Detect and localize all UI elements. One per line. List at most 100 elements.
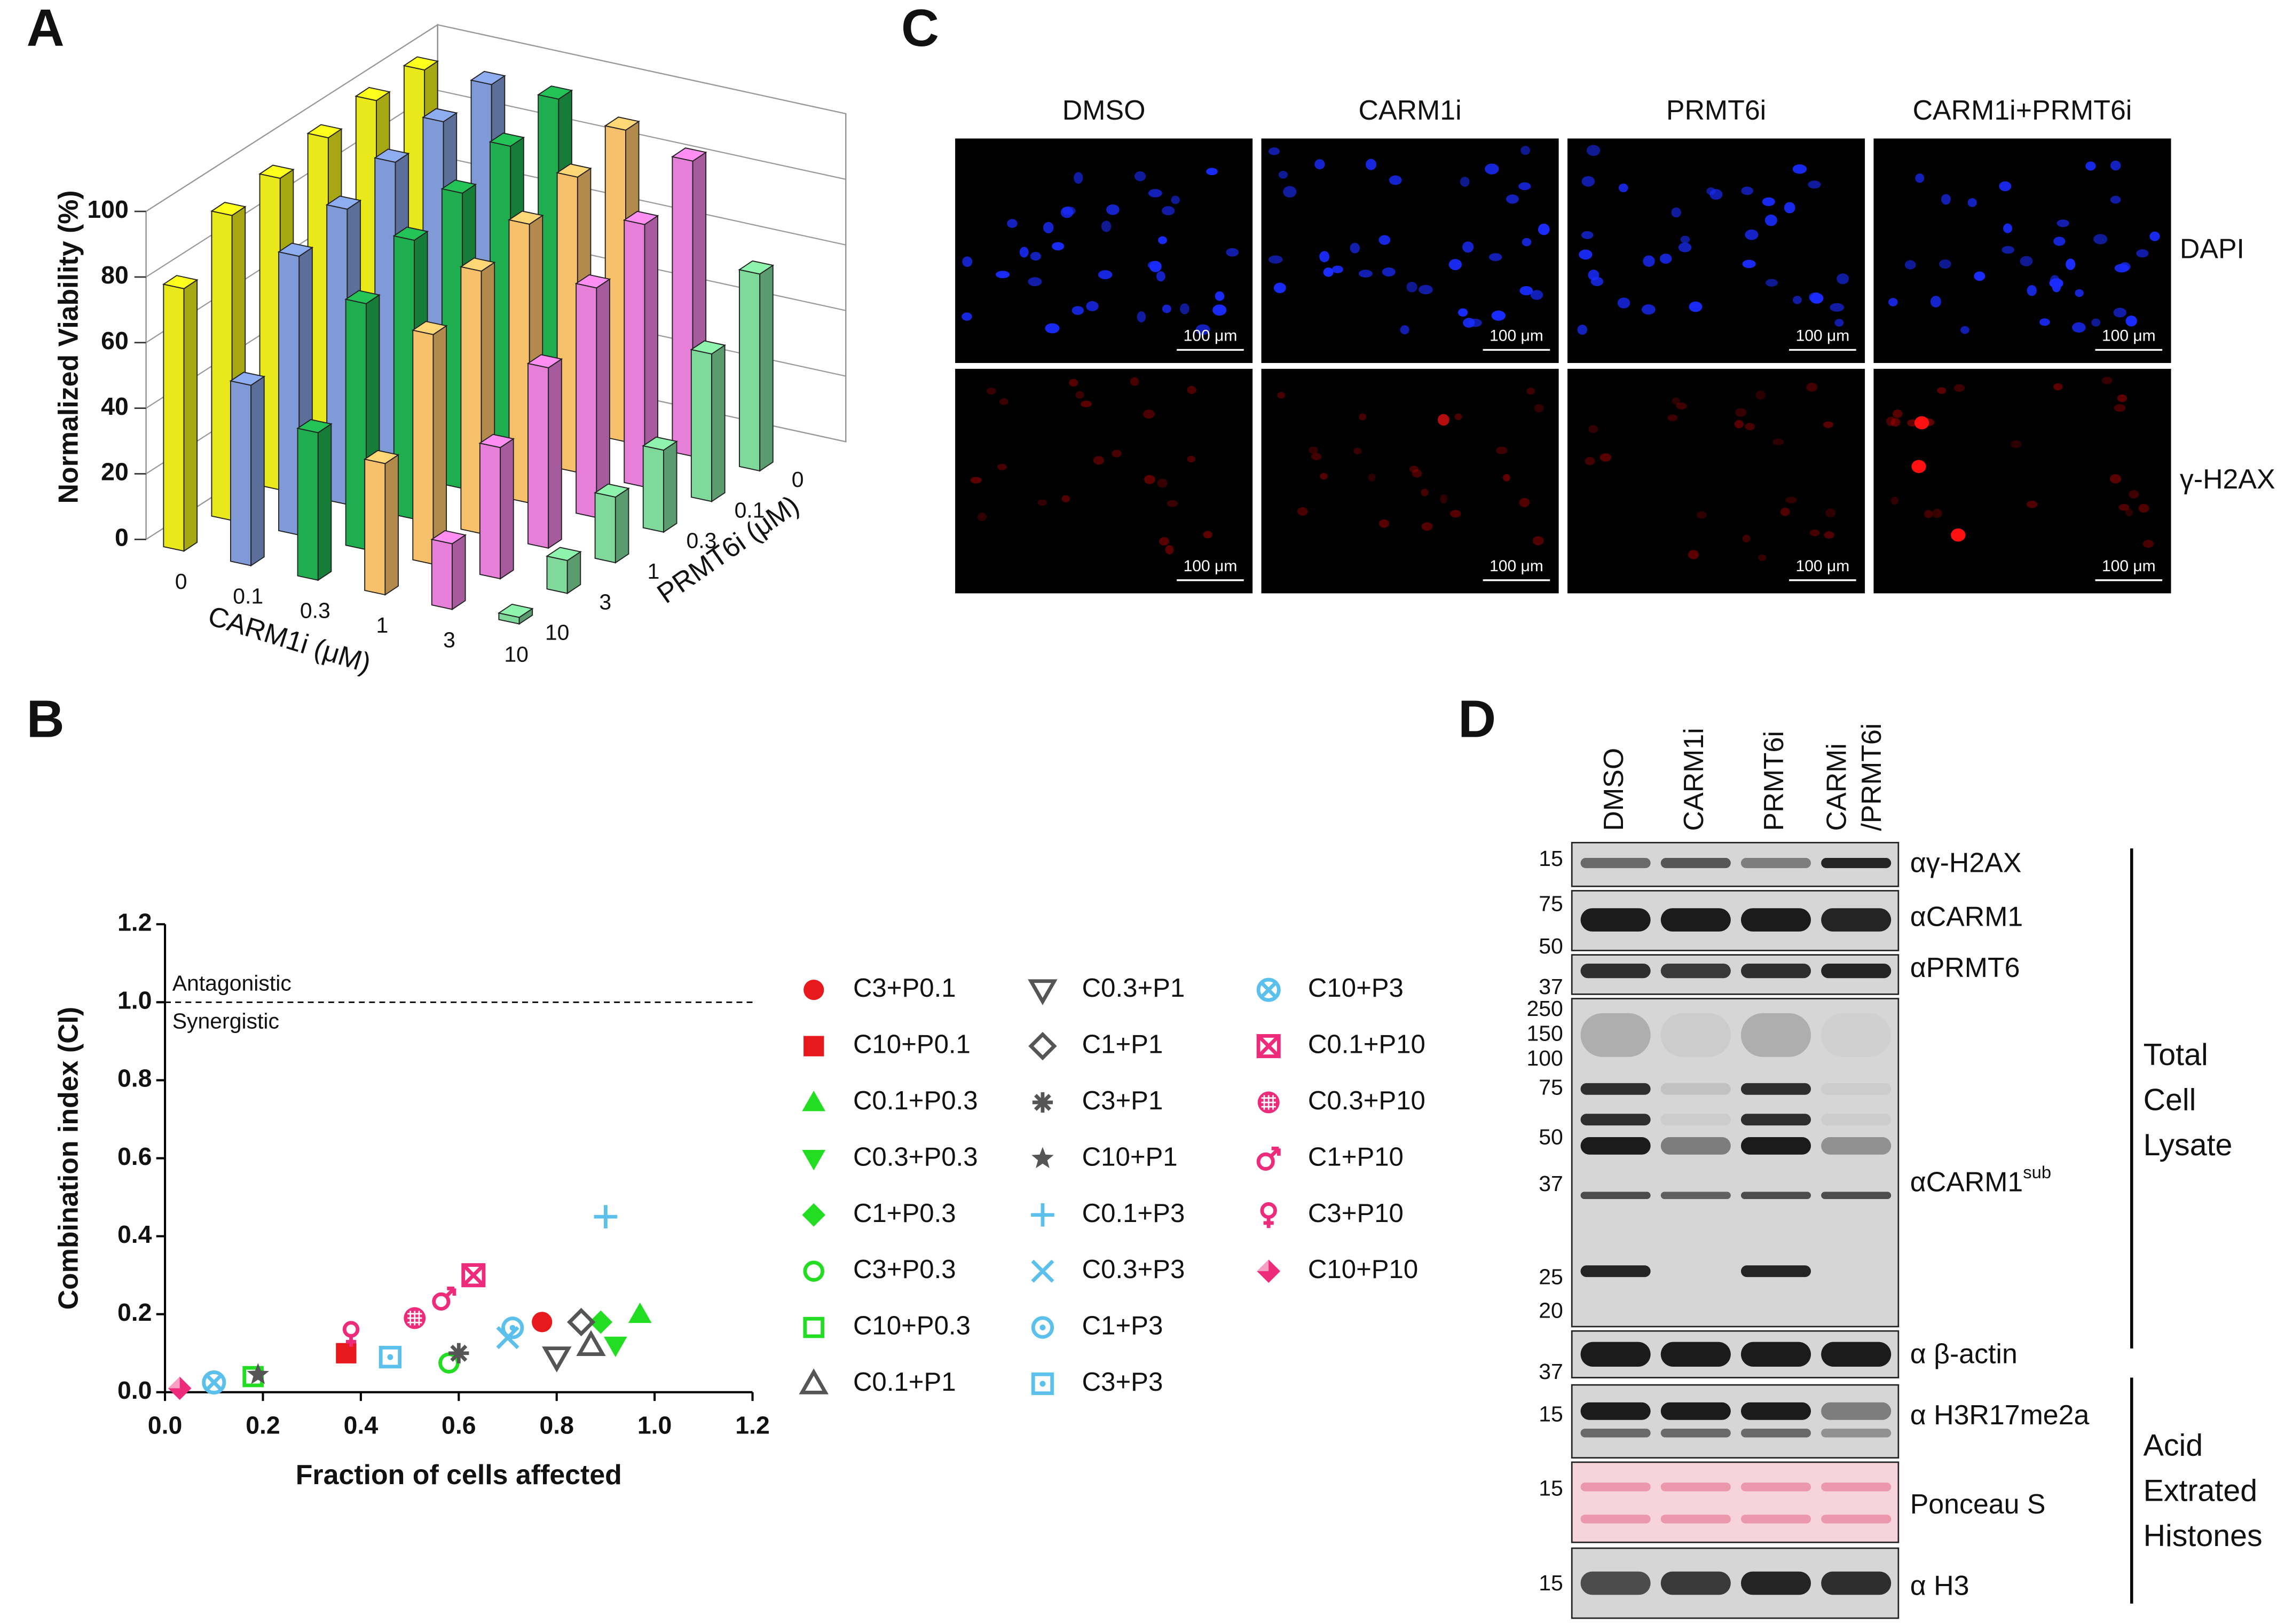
bar-top [344, 290, 381, 304]
nucleus [1069, 379, 1078, 387]
nucleus [962, 312, 972, 321]
nucleus [1519, 286, 1533, 296]
point [589, 1310, 613, 1334]
nucleus [1030, 251, 1041, 261]
legend-marker [803, 980, 824, 1000]
nucleus [1755, 390, 1766, 400]
bar-top [738, 260, 775, 275]
bar-top [594, 483, 630, 498]
legend-marker [1031, 1372, 1054, 1396]
nucleus [1488, 253, 1502, 261]
y-axis-title: Combination index (CI) [52, 1007, 83, 1310]
blot-label-text: αCARM1 [1910, 1166, 2023, 1197]
nucleus [1676, 402, 1687, 409]
nucleus [1520, 146, 1531, 155]
nucleus [1448, 259, 1462, 270]
grid-line [437, 90, 846, 180]
y-tick-label: 0.2 [117, 1298, 152, 1326]
nucleus [1323, 267, 1334, 277]
nucleus [1772, 438, 1784, 445]
bar-front [642, 445, 664, 533]
scale-bar-label: 100 μm [1796, 327, 1850, 345]
nucleus [1074, 172, 1083, 184]
z-tick-label: 0.1 [735, 498, 765, 522]
blot-label: αγ-H2AX [1910, 847, 2022, 878]
y-tick-label: 100 [87, 195, 128, 223]
marker-part [1031, 1316, 1054, 1339]
nucleus [978, 513, 987, 521]
blot-label: α H3R17me2a [1910, 1399, 2090, 1430]
band [1660, 1571, 1731, 1595]
nucleus [1112, 450, 1122, 458]
point [604, 1336, 627, 1358]
nucleus [1522, 238, 1532, 247]
size-marker: 15 [1539, 1571, 1563, 1595]
y-tick-label: 1.0 [117, 987, 152, 1014]
nucleus [1999, 181, 2012, 192]
bar-top [210, 202, 247, 216]
nucleus [1924, 510, 1933, 518]
legend-label: C10+P10 [1308, 1255, 1418, 1284]
nucleus [1350, 242, 1360, 254]
nucleus [1577, 325, 1588, 335]
nucleus [1764, 214, 1777, 226]
band [1660, 858, 1731, 869]
bar-top [508, 210, 544, 225]
band [1660, 1083, 1731, 1095]
bar-side [711, 344, 726, 503]
nucleus [1784, 202, 1795, 214]
y-tick-label: 60 [101, 327, 129, 354]
bar-front [546, 555, 568, 594]
size-marker: 100 [1526, 1046, 1563, 1070]
nucleus [2149, 231, 2160, 241]
nucleus [1581, 231, 1594, 239]
nucleus [2142, 540, 2154, 548]
nucleus [1378, 235, 1391, 245]
x-tick-label: 0.1 [233, 584, 263, 608]
legend-label: C10+P1 [1082, 1142, 1178, 1171]
x-tick-label: 0 [175, 569, 187, 594]
legend-label: C0.3+P0.3 [853, 1142, 978, 1171]
nucleus [999, 398, 1008, 405]
nucleus [1463, 318, 1475, 328]
size-marker: 20 [1539, 1298, 1563, 1322]
z-tick-label: 10 [545, 620, 570, 645]
legend-label: C3+P3 [1082, 1368, 1163, 1397]
blot [1571, 1384, 1900, 1459]
nucleus [1588, 425, 1598, 433]
legend-label: C0.3+P3 [1082, 1255, 1185, 1284]
marker-part [202, 1370, 226, 1395]
scale-bar-label: 100 μm [1490, 557, 1543, 575]
nucleus [1101, 220, 1112, 232]
nucleus [1581, 176, 1595, 187]
nucleus [1165, 545, 1174, 555]
blot-label-text: α β-actin [1910, 1338, 2018, 1369]
bar-side [500, 438, 514, 580]
blot-label-text: α H3 [1910, 1570, 1969, 1601]
bar-side [663, 440, 677, 533]
nucleus [1028, 277, 1042, 287]
micrograph [1567, 368, 1865, 594]
bar-side [596, 278, 610, 519]
bar-front [364, 458, 386, 596]
legend-label: C1+P3 [1082, 1312, 1163, 1341]
bar [623, 210, 659, 488]
marker-part [501, 1316, 524, 1339]
bar-top [296, 419, 333, 433]
legend-label: C3+P0.1 [853, 974, 956, 1003]
marker-part [799, 1368, 829, 1394]
nucleus [1506, 194, 1519, 204]
nucleus [1061, 495, 1070, 502]
nucleus [2039, 318, 2050, 326]
bar-side [614, 487, 629, 564]
nucleus [1319, 251, 1330, 263]
band [1740, 1402, 1811, 1420]
bar-top [574, 274, 611, 289]
legend-label: C3+P0.3 [853, 1255, 956, 1284]
lane-label: DMSO [1598, 748, 1629, 831]
bar-top [497, 603, 534, 618]
x-tick-label: 1 [376, 613, 389, 637]
bar-top [325, 195, 362, 210]
nucleus [2050, 275, 2060, 287]
panel-label: D [1458, 689, 1496, 748]
